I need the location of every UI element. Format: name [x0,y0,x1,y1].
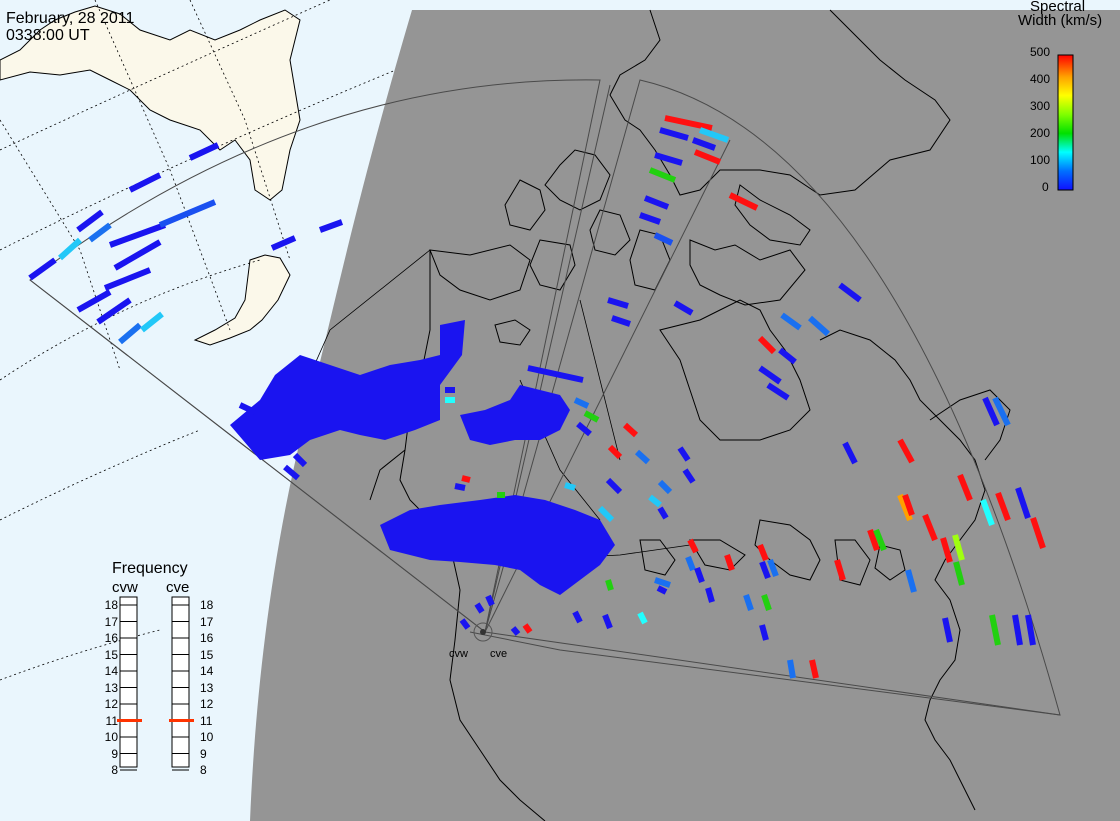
colorbar-tick: 400 [1030,72,1051,86]
colorbar-tick: 200 [1030,126,1051,140]
colorbar-tick: 500 [1030,45,1051,59]
colorbar [1057,54,1074,191]
scatter-echoes [230,320,615,595]
site-label-cve: cve [490,648,508,660]
day-land-alaska [0,5,301,201]
frequency-tick-cve: 14 [200,664,214,678]
frequency-radar-label: cvw [112,579,138,596]
frequency-tick-cvw: 16 [104,631,118,645]
frequency-title: Frequency [112,560,188,577]
frequency-tick-cve: 8 [200,763,207,777]
radar-site-marker [480,629,486,635]
frequency-tick-cve: 17 [200,614,214,629]
frequency-tick-cve: 18 [200,598,214,612]
frequency-tick-cvw: 8 [111,763,118,777]
frequency-tick-cve: 13 [200,680,214,695]
segments [28,115,1046,679]
frequency-tick-cvw: 12 [104,697,118,711]
frequency-tick-cvw: 13 [104,680,118,695]
frequency-tick-cve: 9 [200,746,207,761]
day-graticule [0,0,421,681]
colorbar-title-line1: Spectral [1030,0,1086,15]
frequency-tick-cvw: 11 [105,713,118,728]
frequency-tick-cve: 12 [200,697,214,711]
frequency-tick-cvw: 10 [104,730,118,744]
frequency-tick-cve: 10 [200,730,214,744]
date-label: February, 28 2011 [6,10,135,27]
colorbar-tick: 0 [1042,180,1049,194]
colorbar-tick: 300 [1030,99,1051,113]
frequency-tick-cvw: 9 [111,746,118,761]
frequency-tick-cvw: 14 [104,664,118,678]
frequency-radar-label: cve [166,579,190,596]
colorbar-title-line2: Width (km/s) [1018,12,1103,29]
day-land-coast [193,254,291,346]
frequency-scale [117,596,194,771]
frequency-tick-cve: 11 [200,713,213,728]
frequency-tick-cvw: 18 [104,598,118,612]
colorbar-tick: 100 [1030,153,1051,167]
frequency-tick-cvw: 17 [104,614,118,629]
frequency-tick-cvw: 15 [104,647,118,662]
time-label: 0338:00 UT [6,27,90,44]
frequency-tick-cve: 16 [200,631,214,645]
radar-site-ring [473,622,493,642]
site-label-cvw: cvw [449,648,468,660]
frequency-tick-cve: 15 [200,647,214,662]
